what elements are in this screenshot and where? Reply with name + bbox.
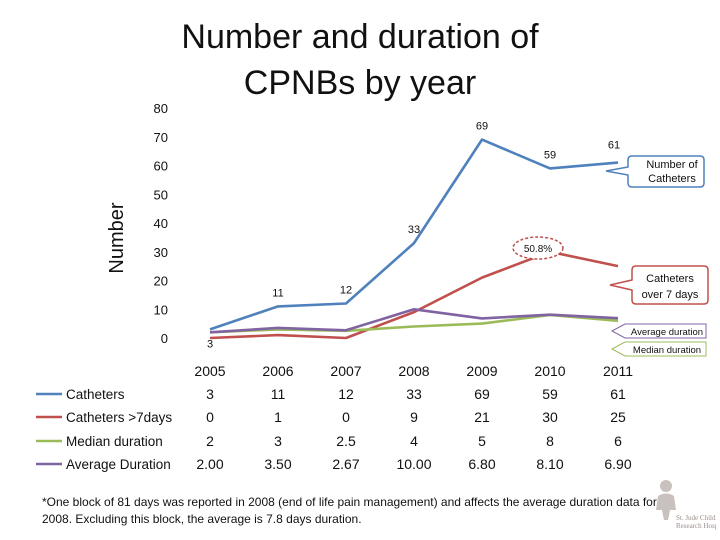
table-cell: 9 bbox=[410, 409, 418, 425]
table-cell: 3 bbox=[206, 386, 214, 402]
y-tick-label: 70 bbox=[154, 130, 168, 145]
table-cell: 5 bbox=[478, 433, 486, 449]
table-year-2011: 2011 bbox=[603, 363, 633, 379]
table-year-2008: 2008 bbox=[398, 363, 429, 379]
data-label: 3 bbox=[207, 338, 213, 350]
y-tick-label: 80 bbox=[154, 101, 168, 116]
table-cell: 69 bbox=[474, 386, 490, 402]
y-tick-label: 20 bbox=[154, 274, 168, 289]
table-cell: 0 bbox=[206, 409, 214, 425]
data-label: 61 bbox=[608, 140, 620, 152]
callout-average bbox=[610, 323, 707, 339]
callout-median-text: Median duration bbox=[633, 345, 701, 356]
table-cell: 2.00 bbox=[196, 456, 223, 472]
callout-catheters bbox=[605, 155, 705, 188]
table-cell: 10.00 bbox=[396, 456, 431, 472]
table-cell: 3.50 bbox=[264, 456, 291, 472]
data-label: 11 bbox=[272, 287, 283, 299]
y-tick-label: 50 bbox=[154, 187, 168, 202]
table-cell: 3 bbox=[274, 433, 282, 449]
table-cell: 2.5 bbox=[336, 433, 356, 449]
table-cell: 1 bbox=[274, 409, 282, 425]
table-cell: 6.80 bbox=[468, 456, 495, 472]
callout-over7-line-2: over 7 days bbox=[642, 289, 699, 301]
table-year-2009: 2009 bbox=[466, 363, 497, 379]
y-tick-label: 30 bbox=[154, 245, 168, 260]
callout-catheters-line-2: Catheters bbox=[648, 173, 696, 185]
hospital-logo: St. Jude Children's Research Hospital bbox=[656, 480, 716, 530]
data-label: 33 bbox=[408, 224, 420, 236]
table-cell: 12 bbox=[338, 386, 354, 402]
logo-line-2: Research Hospital bbox=[676, 522, 716, 530]
table-cell: 11 bbox=[271, 386, 286, 402]
y-tick-label: 10 bbox=[154, 302, 168, 317]
series-line-2 bbox=[209, 250, 619, 340]
chart-title: Number and duration of CPNBs by year bbox=[181, 18, 539, 102]
table-cell: 21 bbox=[474, 409, 490, 425]
table-cell: 8 bbox=[546, 433, 554, 449]
series-line-4 bbox=[209, 307, 619, 334]
table-cell: 25 bbox=[610, 409, 626, 425]
callout-median bbox=[610, 341, 707, 357]
y-tick-label: 60 bbox=[154, 159, 168, 174]
table-year-2005: 2005 bbox=[194, 363, 225, 379]
table-row-label: Catheters bbox=[66, 387, 125, 402]
callout-average-text: Average duration bbox=[631, 327, 703, 338]
table-cell: 59 bbox=[542, 386, 558, 402]
data-label: 69 bbox=[476, 121, 488, 133]
table-cell: 33 bbox=[406, 386, 422, 402]
table-row-label: Catheters >7days bbox=[66, 410, 172, 425]
callout-catheters-line-1: Number of bbox=[646, 159, 698, 171]
series-line-3 bbox=[209, 313, 619, 334]
table-row-label: Median duration bbox=[66, 434, 163, 449]
y-axis-label: Number bbox=[106, 202, 128, 273]
y-tick-label: 40 bbox=[154, 216, 168, 231]
table-cell: 61 bbox=[610, 386, 626, 402]
table-cell: 2.67 bbox=[332, 456, 359, 472]
data-label: 12 bbox=[340, 285, 352, 297]
table-cell: 8.10 bbox=[536, 456, 563, 472]
data-label: 59 bbox=[544, 149, 556, 161]
table-year-2010: 2010 bbox=[534, 363, 565, 379]
footnote: *One block of 81 days was reported in 20… bbox=[42, 495, 657, 526]
table-cell: 2 bbox=[206, 433, 214, 449]
table-year-2006: 2006 bbox=[262, 363, 293, 379]
callout-over7-line-1: Catheters bbox=[646, 273, 694, 285]
callout-over7 bbox=[609, 265, 709, 305]
table-cell: 6 bbox=[614, 433, 622, 449]
table-year-2007: 2007 bbox=[330, 363, 361, 379]
callout-percent-ellipse bbox=[512, 236, 564, 260]
table-cell: 4 bbox=[410, 433, 418, 449]
logo-line-1: St. Jude Children's bbox=[676, 514, 716, 522]
y-tick-label: 0 bbox=[161, 331, 168, 346]
table-row-label: Average Duration bbox=[66, 457, 171, 472]
table-cell: 0 bbox=[342, 409, 350, 425]
table-cell: 30 bbox=[542, 409, 558, 425]
series-line-1 bbox=[209, 138, 619, 331]
table-cell: 6.90 bbox=[604, 456, 631, 472]
callout-percent: 50.8% bbox=[524, 244, 552, 255]
